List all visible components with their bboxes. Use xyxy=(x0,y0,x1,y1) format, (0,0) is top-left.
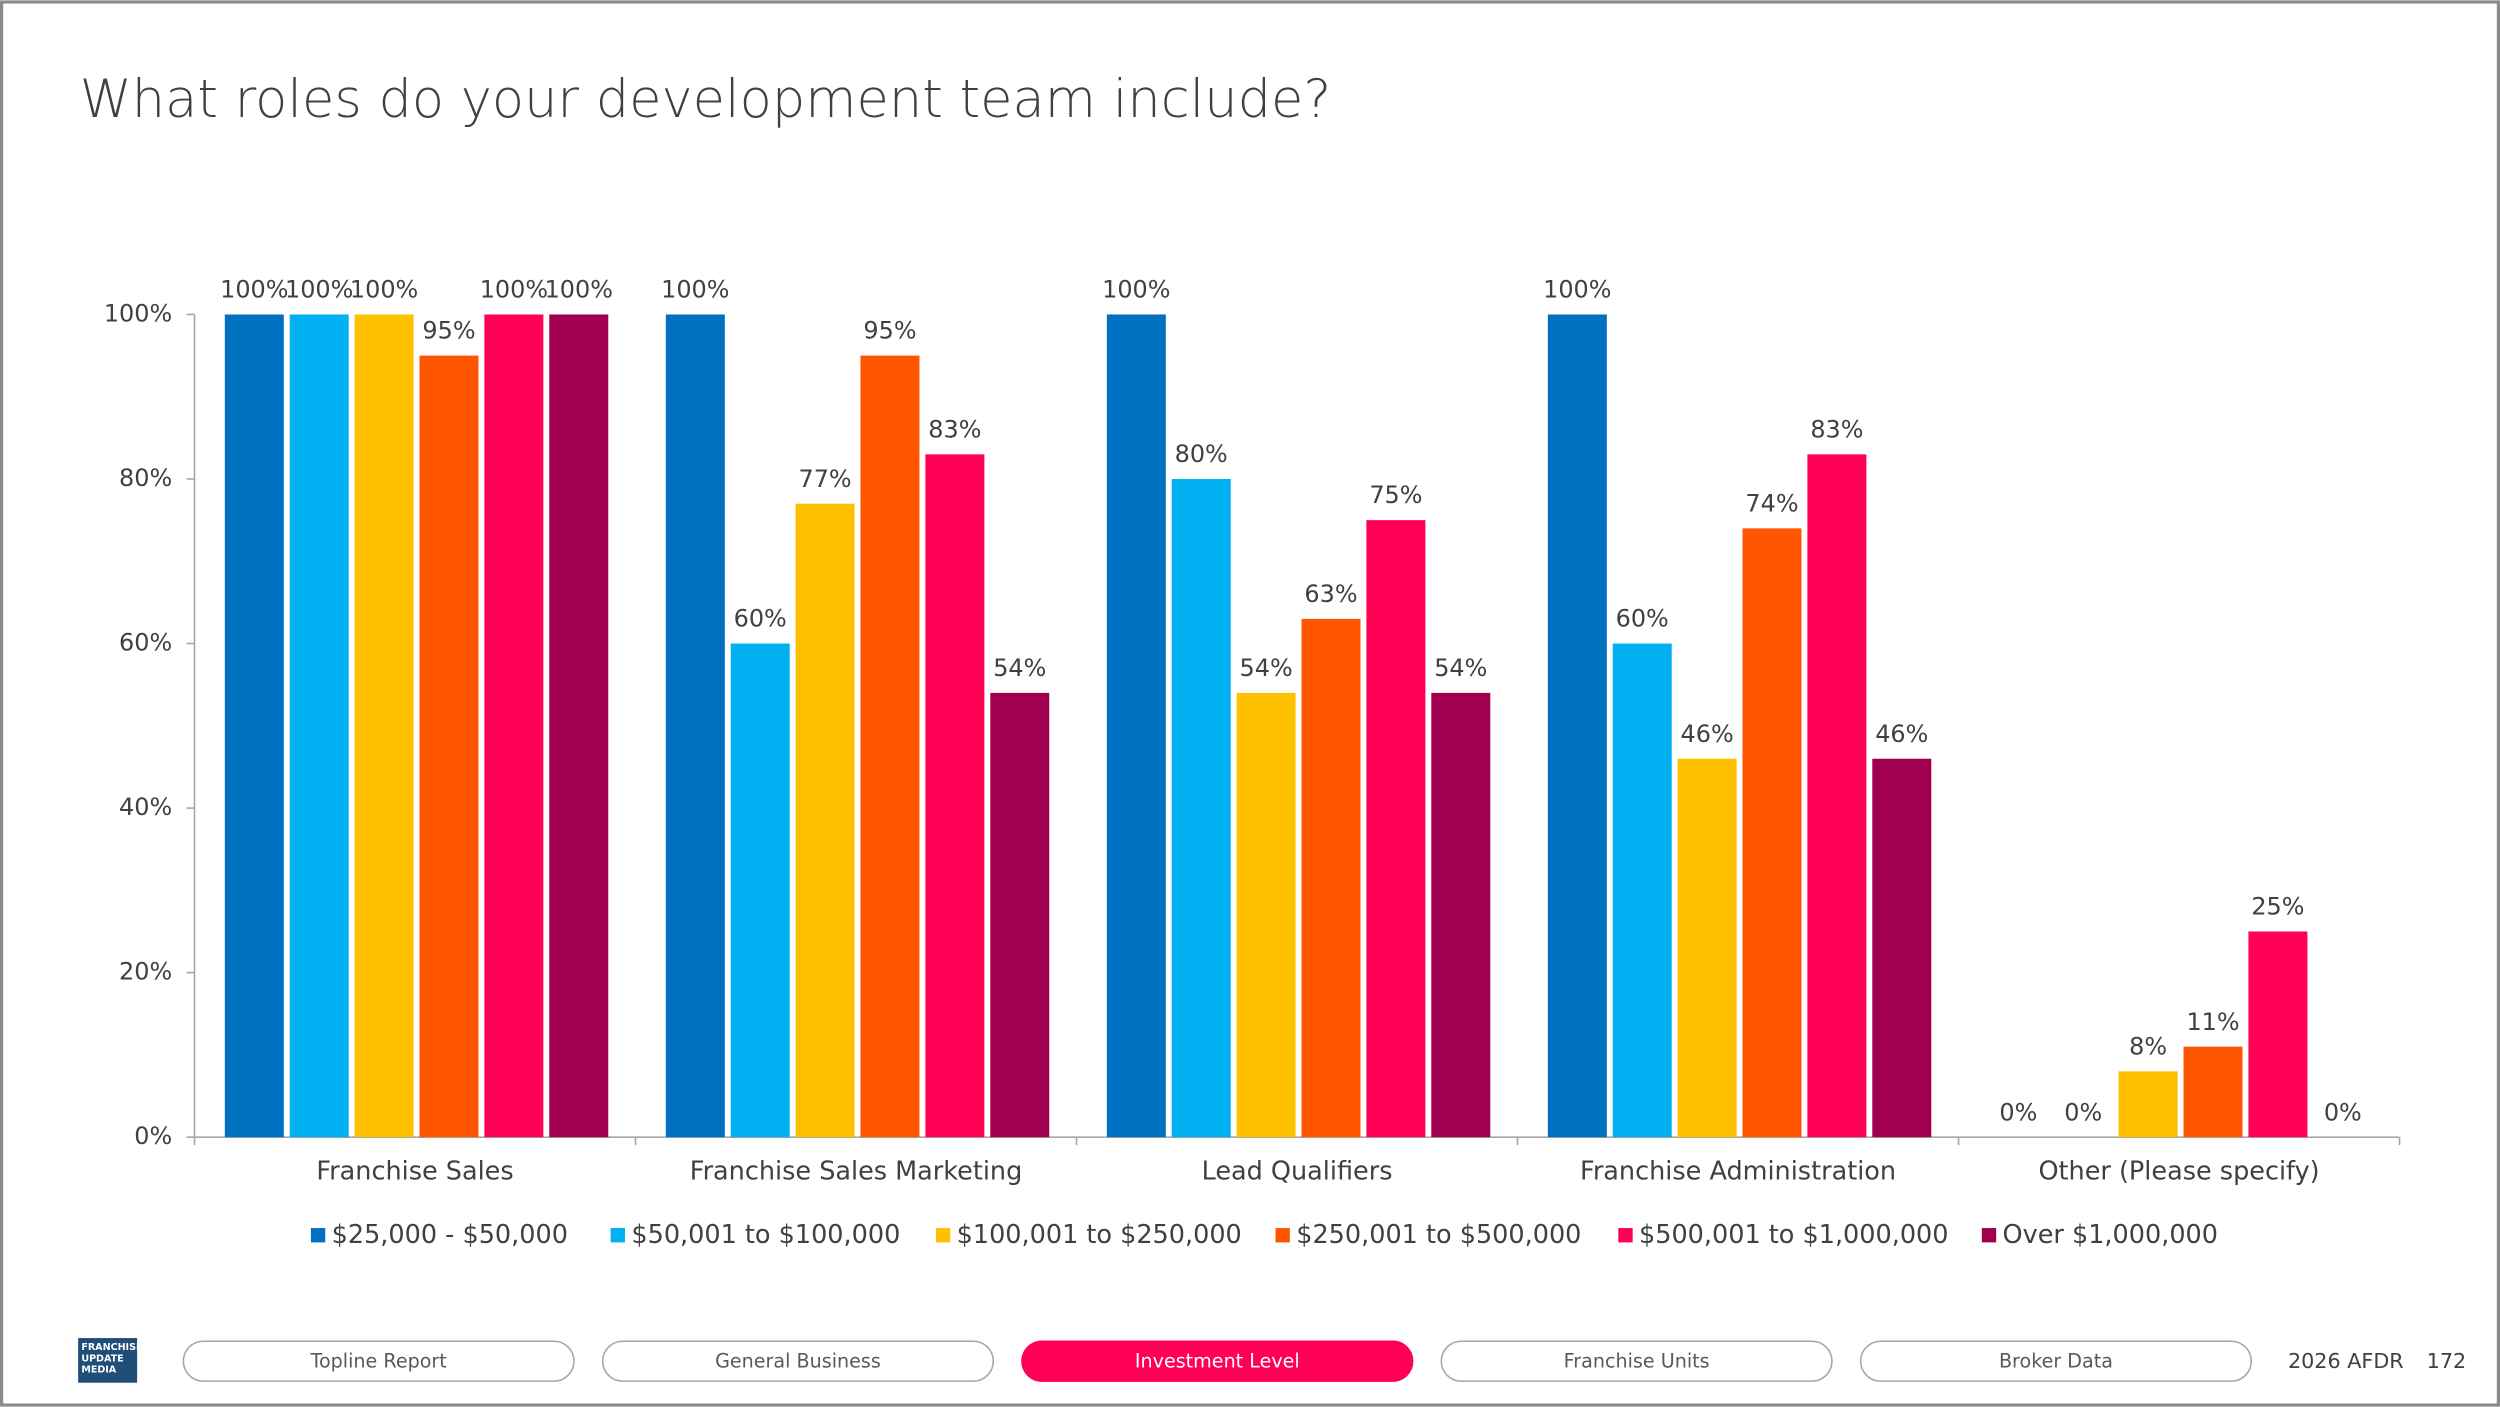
bar xyxy=(1807,454,1867,1138)
value-label: 100% xyxy=(285,276,353,304)
nav-button[interactable] xyxy=(1021,1340,1414,1382)
report-name: 2026 AFDR xyxy=(2288,1349,2404,1373)
legend-swatch xyxy=(1275,1228,1290,1243)
bar xyxy=(990,692,1050,1138)
value-label: 54% xyxy=(1434,654,1487,682)
bar xyxy=(730,643,790,1138)
bar xyxy=(1742,528,1802,1138)
bar xyxy=(860,355,920,1138)
bar xyxy=(795,503,855,1138)
logo-text: FRANCHISE xyxy=(81,1342,142,1353)
value-label: 83% xyxy=(1810,415,1863,443)
value-label: 83% xyxy=(928,415,981,443)
logo-text: MEDIA xyxy=(81,1364,116,1375)
bar xyxy=(1301,618,1361,1138)
legend-swatch xyxy=(610,1228,625,1243)
value-label: 100% xyxy=(480,276,548,304)
value-label: 100% xyxy=(545,276,613,304)
bar xyxy=(289,314,349,1138)
x-tick-label: Other (Please specify) xyxy=(2038,1156,2319,1186)
legend-label: $500,001 to $1,000,000 xyxy=(1639,1220,1949,1250)
value-label: 60% xyxy=(1616,605,1669,633)
value-label: 95% xyxy=(863,317,916,345)
nav-button[interactable] xyxy=(601,1340,995,1382)
bar xyxy=(1236,692,1296,1138)
bar xyxy=(2183,1046,2243,1138)
x-tick-label: Franchise Sales xyxy=(316,1156,513,1186)
value-label: 25% xyxy=(2251,893,2304,921)
x-tick-label: Lead Qualifiers xyxy=(1202,1156,1393,1186)
legend-swatch xyxy=(310,1228,326,1243)
value-label: 0% xyxy=(2064,1098,2102,1126)
bar xyxy=(1677,758,1737,1138)
bar xyxy=(925,454,985,1138)
value-label: 54% xyxy=(1240,654,1293,682)
value-label: 46% xyxy=(1681,720,1734,748)
chart-title: What roles do your development team incl… xyxy=(80,69,1332,130)
page-number: 172 xyxy=(2427,1349,2467,1373)
bar xyxy=(1612,643,1672,1138)
value-label: 80% xyxy=(1175,440,1228,468)
value-label: 74% xyxy=(1745,489,1798,517)
y-tick-label: 20% xyxy=(119,958,172,986)
value-label: 95% xyxy=(422,317,475,345)
value-label: 100% xyxy=(1102,276,1170,304)
bar xyxy=(665,314,725,1138)
value-label: 77% xyxy=(799,465,852,493)
value-label: 75% xyxy=(1369,481,1422,509)
y-tick-label: 60% xyxy=(119,629,172,657)
nav-button[interactable] xyxy=(182,1340,575,1382)
bar xyxy=(224,314,284,1138)
value-label: 63% xyxy=(1304,580,1357,608)
value-label: 8% xyxy=(2129,1032,2167,1060)
logo-box xyxy=(78,1338,138,1383)
y-tick-label: 40% xyxy=(119,793,172,821)
legend-swatch xyxy=(935,1228,951,1243)
nav-label[interactable]: Broker Data xyxy=(1999,1349,2113,1372)
bar xyxy=(2248,931,2308,1138)
y-tick-label: 100% xyxy=(104,299,172,327)
bar xyxy=(1872,758,1932,1138)
value-label: 100% xyxy=(1543,276,1611,304)
legend-swatch xyxy=(1981,1228,1997,1243)
bar xyxy=(1431,692,1491,1138)
legend-swatch xyxy=(1618,1228,1633,1243)
nav-button[interactable] xyxy=(1859,1340,2253,1382)
x-tick-label: Franchise Administration xyxy=(1580,1156,1896,1186)
y-tick-label: 0% xyxy=(134,1122,172,1150)
nav-label[interactable]: General Business xyxy=(715,1349,881,1372)
bar xyxy=(1366,520,1426,1138)
logo-text: UPDATE xyxy=(81,1353,123,1364)
value-label: 0% xyxy=(1999,1098,2037,1126)
value-label: 11% xyxy=(2186,1008,2239,1036)
legend-label: $25,000 - $50,000 xyxy=(332,1220,568,1250)
nav-button[interactable] xyxy=(1440,1340,1833,1382)
y-tick-label: 80% xyxy=(119,464,172,492)
bar xyxy=(419,355,479,1138)
value-label: 54% xyxy=(993,654,1046,682)
x-tick-label: Franchise Sales Marketing xyxy=(690,1156,1023,1186)
legend-label: Over $1,000,000 xyxy=(2003,1220,2218,1250)
bar xyxy=(1547,314,1607,1138)
value-label: 100% xyxy=(220,276,288,304)
bar xyxy=(549,314,609,1138)
bar xyxy=(2118,1071,2178,1138)
nav-label[interactable]: Franchise Units xyxy=(1564,1349,1710,1372)
value-label: 46% xyxy=(1875,720,1928,748)
bar xyxy=(354,314,414,1138)
value-label: 60% xyxy=(734,605,787,633)
legend-label: $100,001 to $250,000 xyxy=(957,1220,1242,1250)
nav-label[interactable]: Investment Level xyxy=(1135,1349,1300,1372)
value-label: 100% xyxy=(350,276,418,304)
legend-label: $50,001 to $100,000 xyxy=(631,1220,900,1250)
bar xyxy=(1171,479,1231,1138)
nav-label[interactable]: Topline Report xyxy=(310,1349,448,1372)
bar xyxy=(1106,314,1166,1138)
legend-label: $250,001 to $500,000 xyxy=(1296,1220,1581,1250)
bar xyxy=(484,314,544,1138)
value-label: 100% xyxy=(661,276,729,304)
value-label: 0% xyxy=(2324,1098,2362,1126)
